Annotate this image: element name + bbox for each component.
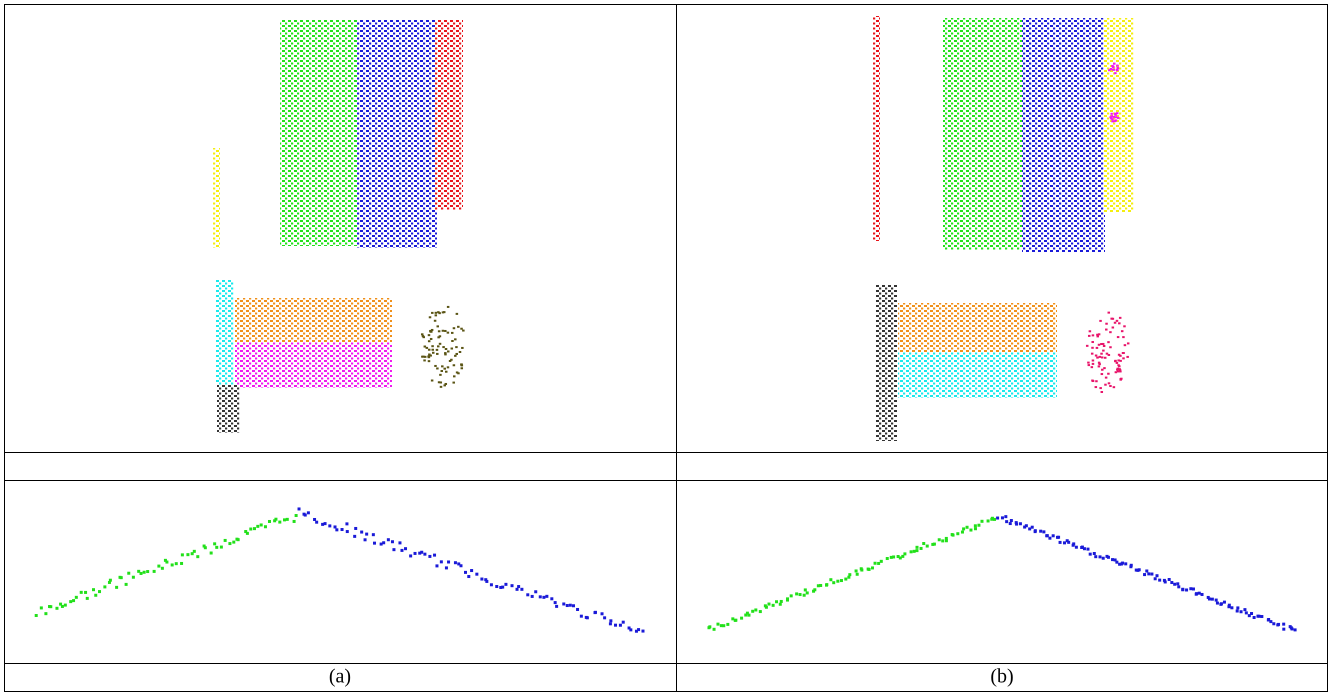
point-segment [235, 298, 392, 342]
point-segment [876, 285, 897, 441]
point-segment [898, 303, 1057, 352]
figure: (a) (b) [0, 0, 1332, 696]
point-segment [873, 16, 880, 241]
page: (a) (b) (() => { const data = JSON.parse… [0, 0, 1332, 696]
point-segment [213, 148, 220, 248]
point-segment [217, 385, 240, 433]
point-profile [996, 515, 1297, 631]
point-profile [707, 517, 996, 631]
caption: (b) [990, 666, 1013, 688]
point-segment [898, 352, 1057, 398]
point-clouds [35, 16, 1297, 633]
point-blob [421, 306, 465, 388]
point-segment [1104, 18, 1134, 212]
point-segment [435, 20, 463, 210]
point-segment [235, 342, 392, 388]
point-segment [280, 20, 357, 246]
point-blob [1086, 312, 1129, 393]
point-segment [943, 18, 1022, 250]
caption: (a) [329, 666, 351, 688]
point-profile [35, 514, 298, 617]
point-segment [1022, 18, 1105, 252]
point-segment [216, 280, 234, 385]
point-profile [298, 507, 645, 632]
point-segment [357, 20, 437, 248]
